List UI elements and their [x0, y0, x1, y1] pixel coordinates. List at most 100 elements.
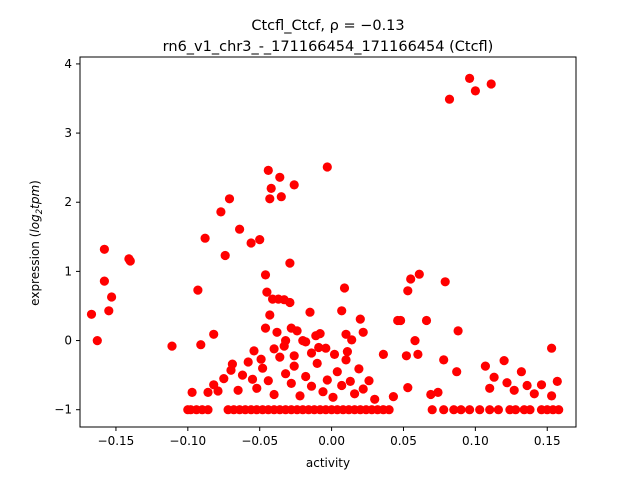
data-point: [200, 233, 210, 243]
data-point: [322, 375, 332, 385]
data-point: [203, 387, 213, 397]
data-point: [99, 276, 109, 286]
data-point: [263, 165, 273, 175]
data-point: [525, 405, 535, 415]
data-point: [489, 372, 499, 382]
data-point: [193, 285, 203, 295]
data-point: [427, 405, 437, 415]
data-point: [92, 336, 102, 346]
data-point: [470, 86, 480, 96]
data-point: [260, 270, 271, 280]
data-point: [384, 405, 394, 415]
data-point: [255, 235, 265, 245]
data-point: [269, 344, 279, 354]
data-point: [529, 389, 539, 399]
data-point: [301, 337, 311, 347]
data-point: [216, 207, 226, 217]
y-tick-label: 1: [64, 264, 72, 278]
data-point: [339, 283, 350, 293]
data-point: [256, 354, 266, 364]
data-point: [439, 355, 449, 365]
data-point: [275, 352, 285, 362]
data-point: [281, 369, 291, 379]
data-point: [358, 384, 368, 394]
data-point: [444, 94, 455, 104]
data-point: [350, 389, 360, 399]
data-point: [414, 269, 424, 279]
data-point: [502, 378, 512, 388]
data-point: [286, 378, 296, 388]
data-point: [516, 367, 527, 377]
data-point: [249, 346, 259, 356]
data-point: [413, 349, 423, 359]
data-point: [203, 405, 213, 415]
data-point: [209, 329, 219, 339]
y-axis-label: expression (log2tpm): [28, 180, 45, 306]
data-point: [552, 376, 562, 386]
data-point: [509, 385, 519, 395]
data-point: [86, 309, 97, 319]
data-point: [396, 315, 406, 326]
data-point: [265, 194, 275, 204]
y-tick-label: 3: [64, 126, 72, 140]
x-tick-label: 0.05: [390, 434, 417, 448]
data-point: [337, 306, 347, 316]
data-point: [306, 381, 317, 391]
data-point: [403, 286, 413, 296]
data-point: [465, 73, 475, 83]
data-point: [328, 392, 338, 402]
chart-title: Ctcfl_Ctcf, ρ = −0.13: [251, 18, 404, 34]
data-point: [388, 392, 398, 402]
chart-subtitle: rn6_v1_chr3_-_171166454_171166454 (Ctcfl…: [163, 39, 494, 55]
data-point: [246, 238, 256, 248]
data-point: [269, 389, 279, 400]
data-point: [510, 405, 521, 415]
data-point: [289, 180, 299, 190]
data-point: [312, 358, 322, 368]
data-point: [314, 342, 324, 353]
data-point: [410, 336, 420, 346]
data-point: [536, 380, 547, 390]
data-point: [243, 357, 253, 367]
data-points: [86, 73, 564, 415]
data-point: [341, 329, 351, 339]
data-point: [187, 387, 197, 397]
data-point: [104, 306, 114, 316]
data-point: [426, 389, 436, 400]
data-point: [279, 341, 289, 351]
data-point: [355, 314, 365, 324]
data-point: [486, 79, 496, 89]
x-axis-ticks: −0.15 −0.10 −0.05 0.00 0.05 0.10 0.15: [98, 427, 561, 448]
x-axis-label: activity: [306, 456, 350, 470]
data-point: [321, 343, 331, 353]
y-tick-label: 4: [64, 57, 72, 71]
data-point: [258, 363, 268, 373]
y-tick-label: 2: [64, 195, 72, 209]
plot-frame: [79, 56, 577, 428]
y-axis-label-sub: 2: [35, 209, 45, 214]
data-point: [220, 250, 230, 261]
data-point: [547, 343, 557, 353]
data-point: [433, 387, 443, 397]
data-point: [493, 405, 503, 415]
data-point: [275, 172, 285, 182]
y-axis-label-math: log: [28, 214, 42, 233]
data-point: [480, 361, 490, 371]
data-point: [219, 374, 229, 384]
data-point: [276, 192, 286, 202]
data-point: [522, 380, 532, 391]
x-tick-label: −0.15: [98, 434, 135, 448]
data-point: [499, 356, 509, 366]
data-point: [289, 361, 299, 371]
data-point: [292, 326, 302, 336]
data-point: [235, 224, 245, 234]
data-point: [485, 405, 495, 415]
data-point: [322, 162, 332, 172]
data-point: [439, 405, 449, 415]
data-point: [247, 374, 258, 384]
x-tick-label: 0.15: [534, 434, 561, 448]
data-point: [272, 327, 282, 337]
data-point: [315, 329, 325, 339]
data-point: [452, 367, 462, 377]
